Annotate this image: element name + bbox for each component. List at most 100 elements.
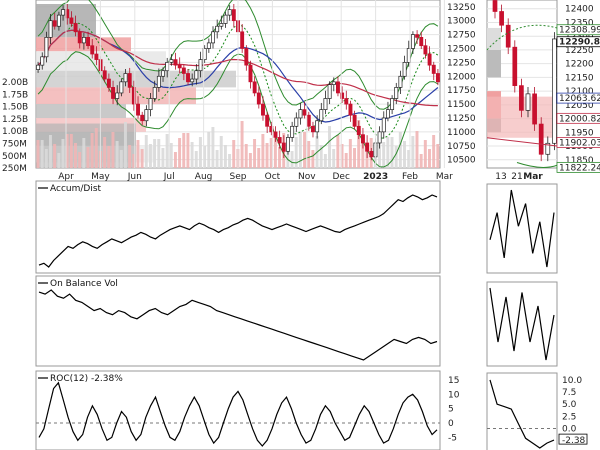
volume-bar — [190, 142, 194, 168]
candle-body — [419, 37, 424, 47]
volume-bar — [386, 137, 390, 168]
roc-zoom-tick-label: 7.5 — [562, 388, 576, 398]
zoom-tick-label: 11950 — [565, 128, 594, 138]
zoom-candle-body — [519, 85, 524, 111]
candle-body — [52, 20, 57, 27]
month-label: Sep — [230, 172, 247, 182]
zoom-tick-label: 12200 — [565, 60, 594, 70]
zoom-panel-frame — [486, 372, 558, 450]
candle-body — [385, 109, 390, 119]
volume-bar — [219, 136, 223, 168]
volume-bar — [165, 134, 169, 168]
volume-bar — [119, 150, 123, 168]
volume-bar — [273, 138, 277, 168]
price-tick-label: 11250 — [447, 114, 476, 124]
volume-bar — [86, 147, 90, 168]
price-tick-label: 13250 — [447, 3, 476, 13]
roc-title: ROC(12) -2.38% — [50, 374, 123, 384]
value-label: 11822.24 — [559, 163, 600, 173]
volume-bar — [61, 139, 65, 168]
volume-bar — [344, 153, 348, 168]
zoom-tick-label: 12250 — [565, 46, 594, 56]
price-tick-label: 12000 — [447, 72, 476, 82]
volume-bar — [53, 144, 57, 168]
roc-zoom-tick-label: 2.5 — [562, 412, 576, 422]
volume-tick-label: 2.00B — [2, 78, 28, 88]
volume-bar — [90, 133, 94, 168]
candle-body — [119, 81, 124, 94]
zoom-candle-body — [532, 93, 537, 125]
value-label-box — [556, 112, 600, 124]
zoom-candle-body — [512, 46, 518, 86]
month-label: Mar — [436, 172, 453, 182]
candle-body — [331, 81, 336, 85]
zoom-moving-average — [486, 24, 558, 51]
candle-body — [360, 134, 365, 144]
volume-bar — [57, 153, 61, 168]
candle-body — [315, 120, 320, 133]
volume-bar — [244, 144, 248, 168]
volume-bar — [78, 152, 82, 168]
volume-bar — [69, 134, 73, 168]
volume-bar — [382, 142, 386, 168]
candle-body — [244, 48, 249, 66]
volume-bar — [136, 140, 140, 168]
volume-by-price-bar — [36, 70, 236, 88]
zoom-candle-body — [492, 0, 498, 12]
candle-body — [136, 103, 140, 116]
volume-by-price-bar — [36, 104, 126, 118]
volume-bar — [348, 139, 352, 168]
candle-body — [410, 34, 415, 49]
volume-bar — [265, 143, 269, 168]
candle-body — [402, 62, 407, 77]
obv-line — [38, 289, 438, 361]
volume-bar — [303, 132, 307, 168]
zoom-date-label: Mar — [523, 172, 543, 182]
value-label: 12308.99 — [559, 26, 600, 36]
candle-body — [277, 137, 282, 144]
volume-bar — [82, 138, 86, 168]
volume-bar — [423, 140, 427, 168]
candle-body — [223, 14, 228, 24]
volume-bar — [253, 139, 257, 168]
candle-body — [206, 42, 211, 49]
price-tick-label: 10750 — [447, 142, 476, 152]
candle-body — [102, 70, 107, 80]
zoom-date-label: 21 — [511, 172, 522, 182]
accum-dist-zoom-line — [489, 189, 555, 268]
volume-bar — [211, 127, 215, 168]
zoom-tick-label: 11850 — [565, 156, 594, 166]
zoom-candle-body — [505, 24, 511, 48]
candle-body — [290, 125, 295, 138]
value-label-box — [556, 24, 600, 36]
candle-body — [115, 92, 120, 99]
volume-bar — [269, 138, 273, 168]
panel-frame — [35, 180, 441, 274]
roc-zoom-tick-label: 10.0 — [562, 376, 582, 386]
volume-bar — [182, 133, 186, 168]
month-label: May — [91, 172, 110, 182]
price-tick-label: 11750 — [447, 86, 476, 96]
volume-bar — [436, 144, 440, 168]
bollinger-upper-band — [37, 0, 439, 110]
roc-zoom-tick-label: -2.38 — [562, 436, 586, 446]
candle-body — [106, 78, 111, 88]
candle-body — [231, 9, 236, 22]
volume-bar — [173, 152, 177, 168]
price-tick-label: 11500 — [447, 100, 476, 110]
candle-body — [273, 131, 278, 138]
candle-body — [311, 125, 315, 133]
volume-bar — [419, 154, 423, 168]
volume-bar — [203, 146, 207, 168]
zoom-date-label: 13 — [495, 172, 506, 182]
volume-bar — [123, 122, 127, 168]
candle-body — [44, 37, 49, 58]
candle-body — [352, 114, 357, 127]
volume-bar — [328, 126, 332, 168]
candle-body — [215, 25, 220, 33]
candle-body — [298, 109, 303, 119]
candle-body — [127, 73, 132, 88]
zoom-volume-by-price-bar — [487, 49, 501, 78]
roc-line — [38, 381, 438, 447]
candle-body — [431, 64, 436, 74]
